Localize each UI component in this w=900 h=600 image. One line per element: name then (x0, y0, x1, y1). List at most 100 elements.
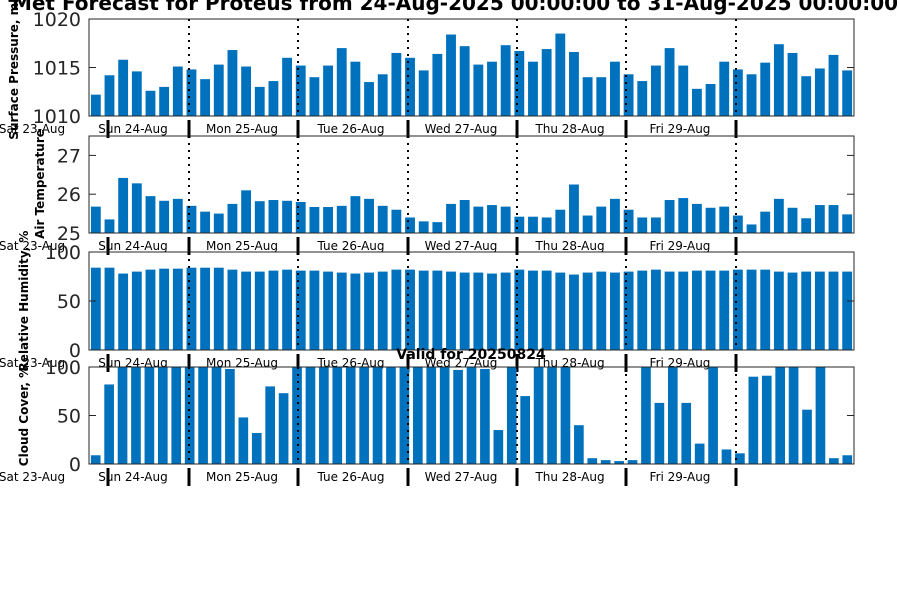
bar-2-43 (664, 200, 675, 233)
bar-2-34 (541, 217, 552, 233)
bar-2-42 (651, 217, 661, 233)
bar-3-31 (500, 272, 511, 350)
ytick-label-2-27: 27 (57, 145, 81, 167)
bar-4-27 (439, 367, 450, 464)
bar-3-27 (446, 271, 456, 350)
bar-1-48 (732, 69, 743, 116)
bar-4-57 (842, 455, 853, 464)
bar-2-27 (446, 203, 456, 233)
bar-1-6 (159, 86, 170, 116)
ytick-label-2-25: 25 (57, 223, 81, 245)
bar-3-17 (309, 270, 320, 350)
bar-1-31 (500, 45, 511, 116)
bar-2-12 (241, 190, 252, 233)
bar-1-19 (336, 48, 347, 116)
bar-3-35 (555, 272, 566, 350)
bar-4-45 (681, 402, 692, 464)
bar-4-56 (829, 458, 839, 464)
ytick-label-4-50: 50 (57, 406, 81, 428)
bar-1-10 (213, 64, 224, 116)
xtick-label-2-1: Sat 23-Aug (0, 239, 65, 253)
bar-1-23 (391, 52, 402, 116)
bar-1-56 (842, 70, 853, 116)
bar-3-49 (746, 269, 757, 350)
bar-4-14 (265, 386, 276, 464)
bar-2-56 (842, 214, 853, 233)
bar-3-46 (705, 270, 716, 350)
bar-1-53 (801, 76, 812, 116)
bar-3-51 (773, 271, 784, 350)
bar-4-11 (225, 368, 235, 464)
bar-3-5 (145, 269, 156, 350)
bar-1-49 (746, 74, 757, 116)
bar-1-51 (773, 44, 784, 116)
bar-3-37 (582, 272, 593, 350)
bar-3-9 (200, 267, 211, 350)
xtick-label-2-7: Fri 29-Aug (650, 239, 711, 253)
xtick-label-4-5: Wed 27-Aug (425, 470, 498, 484)
bar-4-30 (480, 368, 490, 464)
bar-3-1 (90, 267, 101, 350)
bar-1-27 (446, 34, 456, 116)
xtick-label-3-7: Fri 29-Aug (650, 356, 711, 370)
bar-3-47 (719, 270, 730, 350)
bar-1-54 (814, 68, 825, 116)
ylabel-4: Cloud Cover, % (17, 366, 31, 466)
bar-4-52 (775, 367, 786, 464)
bar-3-29 (473, 272, 484, 350)
bar-3-3 (118, 273, 129, 350)
bar-2-48 (732, 215, 743, 233)
bar-3-11 (227, 269, 238, 350)
bar-4-17 (305, 367, 316, 464)
xtick-label-1-5: Wed 27-Aug (425, 122, 498, 136)
xtick-label-3-1: Sat 23-Aug (0, 356, 65, 370)
bar-3-25 (418, 270, 429, 350)
bar-1-41 (637, 81, 648, 116)
bar-4-49 (735, 453, 745, 464)
bar-4-29 (466, 367, 477, 464)
bar-4-19 (332, 367, 343, 464)
bar-2-24 (405, 217, 415, 233)
bar-4-7 (171, 367, 182, 464)
bar-3-52 (787, 272, 798, 350)
bar-2-28 (459, 200, 470, 233)
bar-3-12 (241, 271, 252, 350)
bar-3-15 (282, 269, 292, 350)
bar-4-5 (144, 367, 155, 464)
bar-1-13 (254, 86, 265, 116)
bar-1-30 (487, 61, 497, 116)
bar-4-44 (667, 367, 678, 464)
bar-2-49 (746, 224, 757, 233)
xtick-label-4-3: Mon 25-Aug (206, 470, 278, 484)
bar-3-7 (172, 268, 183, 350)
bar-1-32 (514, 51, 525, 117)
bar-4-55 (815, 367, 826, 464)
bar-1-17 (309, 77, 320, 116)
bar-4-40 (614, 461, 624, 464)
bar-1-26 (432, 53, 443, 116)
bar-1-9 (200, 79, 211, 116)
bar-2-25 (418, 221, 429, 233)
bar-3-55 (828, 271, 839, 350)
bar-1-45 (691, 88, 702, 116)
bar-1-40 (623, 74, 634, 116)
bar-3-56 (842, 271, 853, 350)
xtick-label-4-7: Fri 29-Aug (650, 470, 711, 484)
bar-1-21 (364, 82, 374, 116)
bar-2-55 (828, 205, 839, 233)
bar-2-18 (323, 207, 333, 233)
bar-1-42 (651, 65, 661, 116)
bar-3-26 (432, 270, 443, 350)
bar-3-34 (541, 270, 552, 350)
bar-1-43 (664, 48, 675, 116)
bar-1-52 (787, 52, 798, 116)
bar-3-18 (323, 271, 333, 350)
bar-3-40 (623, 271, 634, 350)
bar-1-4 (131, 71, 142, 116)
bar-4-12 (238, 417, 249, 464)
bar-4-18 (319, 367, 329, 464)
bar-2-22 (377, 205, 388, 233)
bar-2-47 (719, 206, 730, 233)
bar-2-3 (118, 177, 129, 233)
bar-2-6 (159, 200, 170, 233)
